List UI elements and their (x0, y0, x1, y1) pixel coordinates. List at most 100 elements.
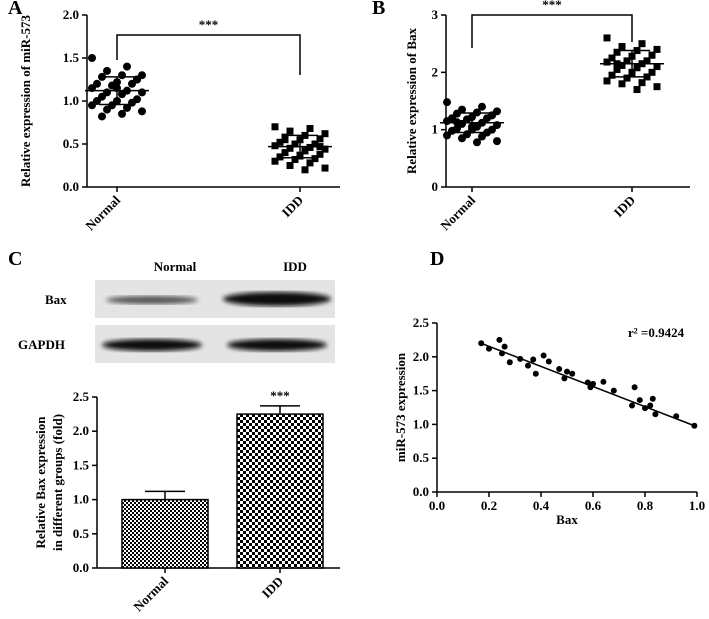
point (496, 336, 503, 343)
dot (88, 54, 96, 62)
x-tick-label: 0.0 (429, 498, 445, 513)
point (525, 362, 531, 369)
dot (618, 61, 626, 69)
blot-label: Bax (45, 292, 67, 307)
x-axis-label: Bax (556, 512, 578, 527)
point (569, 370, 576, 377)
dot (638, 79, 646, 87)
x-tick-label: Normal (130, 573, 171, 614)
blot-band (223, 292, 331, 306)
significance-label: *** (270, 388, 290, 403)
dot (301, 147, 309, 155)
dot (118, 90, 126, 99)
x-tick-label: IDD (611, 193, 638, 220)
dot (478, 102, 486, 111)
y-axis-label: Relative expression of miR-573 (18, 15, 33, 187)
dot (608, 54, 616, 62)
y-tick-label: 1.0 (413, 416, 429, 431)
dot (443, 131, 451, 140)
x-tick-label: IDD (259, 574, 286, 601)
y-tick-label: 0 (432, 179, 439, 194)
y-tick-label: 3 (432, 7, 439, 22)
significance-label: *** (542, 0, 562, 12)
dot (443, 117, 451, 126)
dot (493, 137, 501, 146)
point (530, 356, 537, 363)
blot-band (106, 296, 198, 304)
dot (603, 34, 611, 42)
dot (443, 98, 451, 107)
dot (638, 40, 646, 48)
y-tick-label: 0.5 (63, 136, 80, 151)
dot (478, 132, 486, 141)
dot (311, 155, 319, 163)
dot (286, 144, 294, 152)
y-axis-label: Relative expression of Bax (404, 28, 419, 174)
y-tick-label: 1.5 (73, 457, 90, 472)
dot (306, 125, 314, 133)
x-tick-label: 1.0 (689, 498, 705, 513)
y-tick-label: 2 (432, 64, 439, 79)
point (600, 378, 607, 385)
panel-letter: D (430, 248, 444, 270)
y-tick-label: 1 (432, 122, 439, 137)
panel-letter: A (8, 0, 23, 19)
point (561, 375, 568, 382)
dot (316, 150, 324, 158)
dot (648, 68, 656, 76)
dot (138, 107, 146, 116)
x-tick-label: IDD (279, 193, 306, 220)
dot (118, 109, 126, 118)
dot (321, 130, 329, 138)
y-tick-label: 2.5 (73, 389, 90, 404)
dot (271, 123, 279, 131)
x-tick-label: 0.2 (481, 498, 497, 513)
y-axis-label: Relative Bax expression (33, 416, 48, 549)
y-tick-label: 1.5 (63, 50, 80, 65)
dot (648, 51, 656, 59)
dot (311, 140, 319, 148)
dot (281, 149, 289, 157)
dot (613, 65, 621, 73)
dot (123, 103, 131, 112)
dot (608, 71, 616, 79)
y-tick-label: 0.5 (413, 450, 430, 465)
dot (286, 127, 294, 135)
bar (121, 498, 209, 569)
dot (118, 71, 126, 80)
x-tick-label: Normal (437, 192, 478, 233)
dot (613, 48, 621, 56)
panel-letter: B (372, 0, 385, 19)
panel-letter: C (8, 248, 22, 270)
point (540, 352, 547, 359)
blot-label: GAPDH (18, 337, 65, 352)
dot (103, 105, 111, 114)
blot-band (102, 339, 202, 351)
point (532, 370, 539, 377)
point (556, 365, 563, 372)
dot (291, 155, 299, 163)
y-axis-label: in different groups (fold) (50, 414, 65, 551)
x-tick-label: 0.6 (585, 498, 602, 513)
point (545, 358, 552, 365)
dot (321, 164, 329, 172)
dot (603, 77, 611, 85)
dot (276, 153, 284, 161)
lane-label: Normal (154, 259, 197, 274)
dot (633, 64, 641, 72)
dot (286, 162, 294, 169)
bar (236, 413, 324, 569)
dot (271, 157, 279, 165)
point (647, 402, 654, 409)
dot (653, 63, 661, 71)
dot (633, 86, 641, 94)
significance-bracket (116, 34, 301, 75)
y-tick-label: 0.0 (73, 560, 89, 575)
point (649, 395, 656, 402)
significance-label: *** (199, 17, 219, 32)
fit-line (480, 342, 695, 427)
dot (623, 57, 631, 65)
x-tick-label: Normal (82, 192, 123, 233)
x-tick-label: 0.8 (637, 498, 654, 513)
